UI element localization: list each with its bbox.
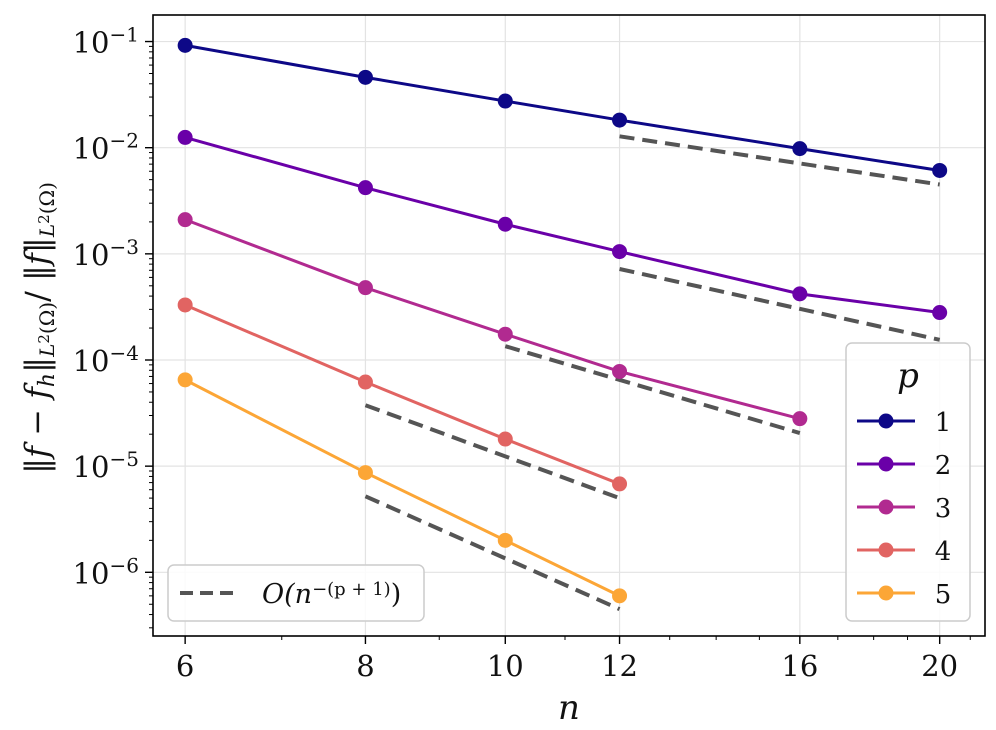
data-point-p4 <box>612 476 628 492</box>
x-tick-label: 20 <box>921 649 958 683</box>
plot-frame <box>152 14 986 637</box>
x-tick-label: 10 <box>487 649 524 683</box>
svg-text:‖f − fh‖L2(Ω)/ ‖f‖L2(Ω): ‖f − fh‖L2(Ω)/ ‖f‖L2(Ω) <box>18 182 60 474</box>
data-point-p4 <box>177 297 193 313</box>
reference-line-p3 <box>504 344 801 435</box>
legend-label: 1 <box>935 408 952 438</box>
series-line-p1 <box>184 43 940 172</box>
y-tick-label: 10−2 <box>73 129 139 166</box>
reference-line-p1 <box>619 134 940 187</box>
reference-line-p5 <box>364 494 621 611</box>
data-point-p1 <box>932 162 948 178</box>
data-point-p3 <box>612 363 628 379</box>
legend-label: 3 <box>935 494 952 524</box>
legend-swatch-marker <box>878 413 894 429</box>
y-tick-label: 10−5 <box>73 447 139 484</box>
data-point-p2 <box>177 129 193 145</box>
series-line-p5 <box>184 378 621 598</box>
y-tick-label: 10−6 <box>73 553 139 590</box>
data-point-p2 <box>497 216 513 232</box>
data-point-p5 <box>177 372 193 388</box>
x-axis: 6 8 10 12 16 20 <box>176 636 971 683</box>
series-line-p2 <box>184 135 940 315</box>
data-point-p3 <box>792 411 808 427</box>
data-point-p3 <box>357 280 373 296</box>
legend-label: 2 <box>935 451 952 481</box>
legend-entries: 1 2 3 4 5 <box>857 408 951 610</box>
legend-label: 5 <box>935 580 952 610</box>
x-axis-title: n <box>558 688 580 728</box>
legend-swatch-marker <box>878 499 894 515</box>
data-point-p2 <box>357 180 373 196</box>
y-axis-title: ‖f − fh‖L2(Ω)/ ‖f‖L2(Ω) <box>18 182 60 474</box>
data-point-p1 <box>497 93 513 109</box>
data-series <box>177 37 948 604</box>
series-line-p4 <box>184 303 621 486</box>
data-point-p3 <box>497 326 513 342</box>
data-point-p1 <box>357 69 373 85</box>
data-point-p5 <box>612 588 628 604</box>
data-point-p5 <box>497 532 513 548</box>
data-point-p3 <box>177 212 193 228</box>
y-axis: 10−1 10−2 10−3 10−4 10−5 10−6 <box>73 23 153 629</box>
legend-swatch-marker <box>878 456 894 472</box>
y-tick-label: 10−3 <box>73 235 139 272</box>
legend-title: p <box>897 356 919 396</box>
x-tick-label: 16 <box>781 649 818 683</box>
data-point-p2 <box>612 244 628 260</box>
y-tick-label: 10−1 <box>73 23 139 60</box>
data-point-p4 <box>357 374 373 390</box>
reference-legend-label: O(n−(p + 1)) <box>262 579 401 610</box>
legend-swatch-marker <box>878 542 894 558</box>
reference-line-p2 <box>619 267 941 342</box>
data-point-p2 <box>792 286 808 302</box>
legend-label: 4 <box>935 537 952 567</box>
data-point-p1 <box>177 37 193 53</box>
x-tick-label: 12 <box>601 649 638 683</box>
data-point-p5 <box>357 465 373 481</box>
series-legend: p 1 2 3 4 5 <box>845 342 971 622</box>
reference-legend-frame <box>167 564 425 622</box>
x-tick-label: 6 <box>176 649 194 683</box>
data-point-p4 <box>497 431 513 447</box>
data-point-p1 <box>792 141 808 157</box>
reference-legend: O(n−(p + 1)) <box>167 564 425 622</box>
x-tick-label: 8 <box>356 649 374 683</box>
reference-lines <box>364 134 941 611</box>
data-point-p2 <box>932 305 948 321</box>
y-tick-label: 10−4 <box>73 341 139 378</box>
legend-swatch-marker <box>878 585 894 601</box>
data-point-p1 <box>612 112 628 128</box>
